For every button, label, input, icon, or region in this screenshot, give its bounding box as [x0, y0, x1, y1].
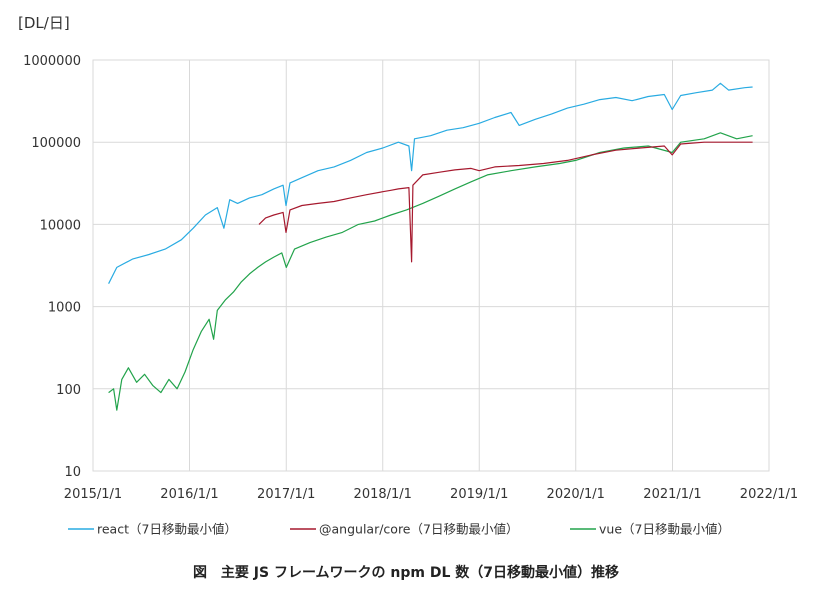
grid-layer — [92, 59, 770, 472]
series-line-1 — [258, 141, 753, 263]
x-tick-label: 2015/1/1 — [64, 487, 122, 502]
y-tick-label: 1000000 — [23, 54, 81, 69]
x-tick-label: 2021/1/1 — [643, 487, 701, 502]
legend-label-1: @angular/core（7日移動最小値） — [319, 522, 518, 537]
legend-label-2: vue（7日移動最小値） — [599, 522, 730, 537]
x-tick-label: 2016/1/1 — [160, 487, 218, 502]
y-unit-label: [DL/日] — [18, 14, 70, 32]
y-tick-label: 100 — [56, 383, 81, 398]
x-tick-label: 2019/1/1 — [450, 487, 508, 502]
series-line-0 — [108, 82, 753, 284]
x-tick-label: 2018/1/1 — [354, 487, 412, 502]
plot-frame — [92, 59, 770, 472]
series-layer — [108, 82, 753, 411]
figure-caption: 図 主要 JS フレームワークの npm DL 数（7日移動最小値）推移 — [193, 564, 619, 581]
y-tick-label: 100000 — [31, 136, 81, 151]
series-line-2 — [108, 132, 753, 411]
legend-layer: react（7日移動最小値） @angular/core（7日移動最小値） vue（… — [68, 522, 730, 537]
y-tick-label: 10000 — [40, 218, 81, 233]
x-tick-label: 2022/1/1 — [740, 487, 798, 502]
y-tick-label: 10 — [64, 465, 81, 480]
x-tick-label: 2020/1/1 — [547, 487, 605, 502]
x-tick-label: 2017/1/1 — [257, 487, 315, 502]
legend-label-0: react（7日移動最小値） — [97, 522, 237, 537]
y-tick-label: 1000 — [48, 301, 81, 316]
axis-layer: 1000000 100000 10000 1000 100 10 2015/1/1 2016/… — [23, 54, 798, 502]
